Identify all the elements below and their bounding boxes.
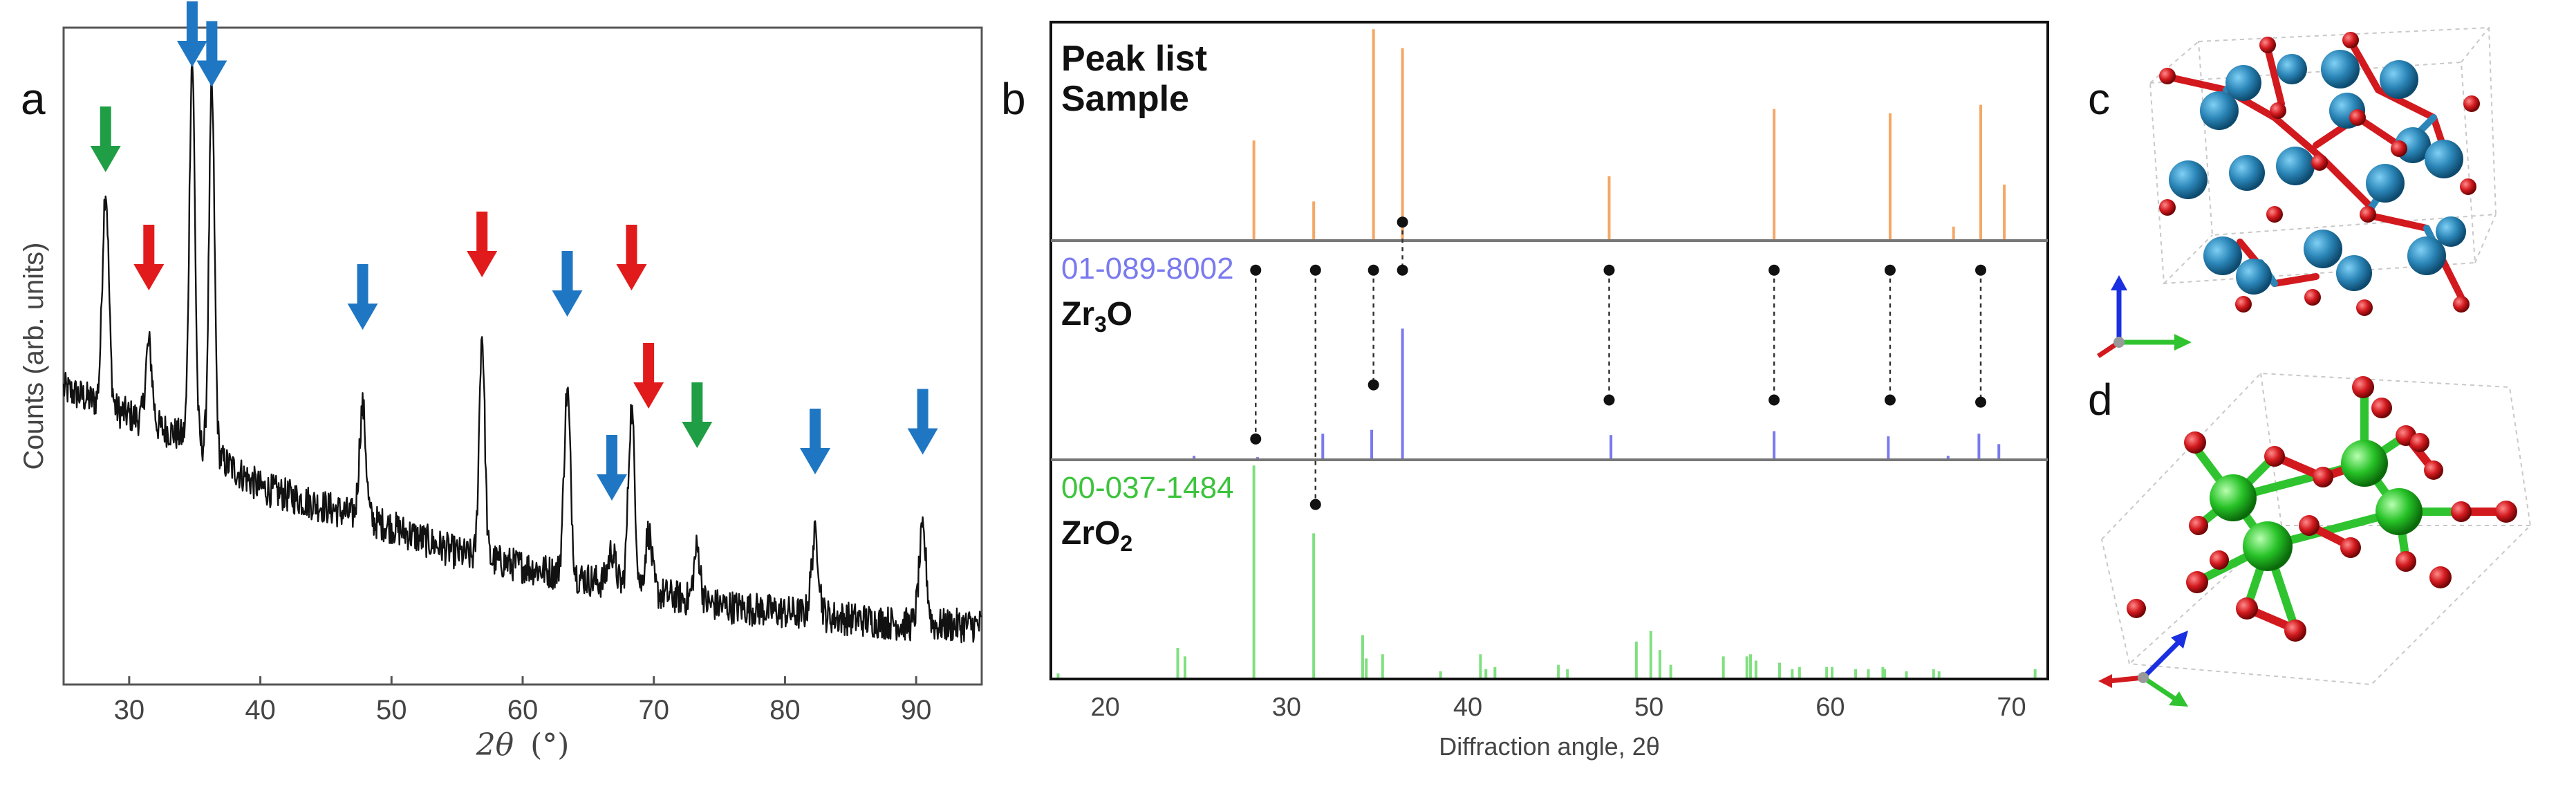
match-dot xyxy=(1397,264,1408,276)
x-tick-label-b: 30 xyxy=(1272,693,1301,722)
peak-arrow-red xyxy=(633,343,664,409)
match-dot xyxy=(1250,264,1262,276)
panel-b: b 20 30 40 50 60 70 Peak list Sample 01-089-8… xyxy=(1001,21,2049,761)
x-tick-label-b: 40 xyxy=(1453,693,1482,722)
match-dot xyxy=(1884,394,1896,406)
peak-arrow-blue xyxy=(800,409,831,474)
x-tick-label-a: 50 xyxy=(376,695,407,725)
peak-arrow-green xyxy=(90,106,121,172)
panel-label-b: b xyxy=(1001,74,1026,124)
x-tick-label-a: 60 xyxy=(507,695,539,725)
axis-triad-c xyxy=(2097,275,2192,358)
match-dot xyxy=(1603,264,1615,276)
xrd-trace xyxy=(62,59,982,644)
zro2-formula: ZrO2 xyxy=(1061,515,1132,556)
x-axis-label-b: Diffraction angle, 2θ xyxy=(1439,732,1660,761)
x-tick-label-b: 20 xyxy=(1091,693,1120,722)
peak-arrow-red xyxy=(616,225,647,290)
panel-label-d: d xyxy=(2088,375,2113,425)
peak-arrow-blue xyxy=(597,435,628,501)
x-axis-label-unit: (°) xyxy=(530,727,569,763)
reference-bars xyxy=(1056,29,2037,678)
zr3o-crystal-structure xyxy=(2149,26,2497,316)
peak-arrows xyxy=(90,1,938,501)
x-axis-label-var: 2θ xyxy=(476,727,514,763)
panel-label-a: a xyxy=(21,74,46,124)
y-axis-label-a: Counts (arb. units) xyxy=(19,242,49,469)
match-dot xyxy=(1368,264,1379,276)
peak-arrow-blue xyxy=(552,251,583,317)
x-axis-b: 20 30 40 50 60 70 xyxy=(1091,693,2026,722)
axis-triad-d xyxy=(2098,631,2188,707)
peak-arrow-blue xyxy=(196,21,227,87)
peak-arrow-red xyxy=(133,225,165,290)
match-dot xyxy=(1768,394,1780,406)
panel-d: d xyxy=(2088,372,2532,707)
plot-frame-b xyxy=(1049,21,2049,680)
x-tick-label-b: 70 xyxy=(1997,693,2026,722)
peak-arrow-blue xyxy=(907,389,938,455)
zr3o-card-code: 01-089-8002 xyxy=(1061,252,1234,286)
match-dot xyxy=(1603,394,1615,406)
match-dot xyxy=(1768,264,1780,276)
match-dot xyxy=(1884,264,1896,276)
match-lines xyxy=(1250,216,1986,510)
x-tick-label-b: 50 xyxy=(1634,693,1663,722)
zr3o-formula: Zr3O xyxy=(1061,296,1132,337)
match-dot xyxy=(1250,433,1262,445)
x-axis-label-a: 2θ (°) xyxy=(476,727,570,763)
peak-arrow-blue xyxy=(176,1,207,67)
zro2-crystal-structure xyxy=(2100,372,2532,686)
x-tick-label-a: 30 xyxy=(114,695,145,725)
peak-arrow-green xyxy=(682,382,713,448)
plot-frame-a xyxy=(62,26,983,686)
legend-peak-list: Peak list xyxy=(1061,39,1207,79)
panel-c: c xyxy=(2088,26,2497,358)
match-dot xyxy=(1397,216,1408,228)
x-tick-label-b: 60 xyxy=(1816,693,1845,722)
match-dot xyxy=(1309,264,1321,276)
x-tick-label-a: 40 xyxy=(245,695,276,725)
panel-label-c: c xyxy=(2088,74,2110,124)
zro2-card-code: 00-037-1484 xyxy=(1061,471,1234,505)
peak-arrow-blue xyxy=(347,264,378,330)
match-dot xyxy=(1975,264,1986,276)
match-dot xyxy=(1368,379,1379,391)
x-axis-a: 30 40 50 60 70 80 90 xyxy=(114,676,932,725)
x-tick-label-a: 70 xyxy=(638,695,669,725)
match-dot xyxy=(1309,499,1321,510)
legend-sample: Sample xyxy=(1061,79,1189,119)
match-dot xyxy=(1975,396,1986,408)
x-tick-label-a: 90 xyxy=(901,695,932,725)
peak-arrow-red xyxy=(467,212,498,277)
panel-a: a 30 40 50 60 70 80 90 2θ (°) Counts (arb. uni… xyxy=(19,1,983,763)
x-tick-label-a: 80 xyxy=(769,695,801,725)
